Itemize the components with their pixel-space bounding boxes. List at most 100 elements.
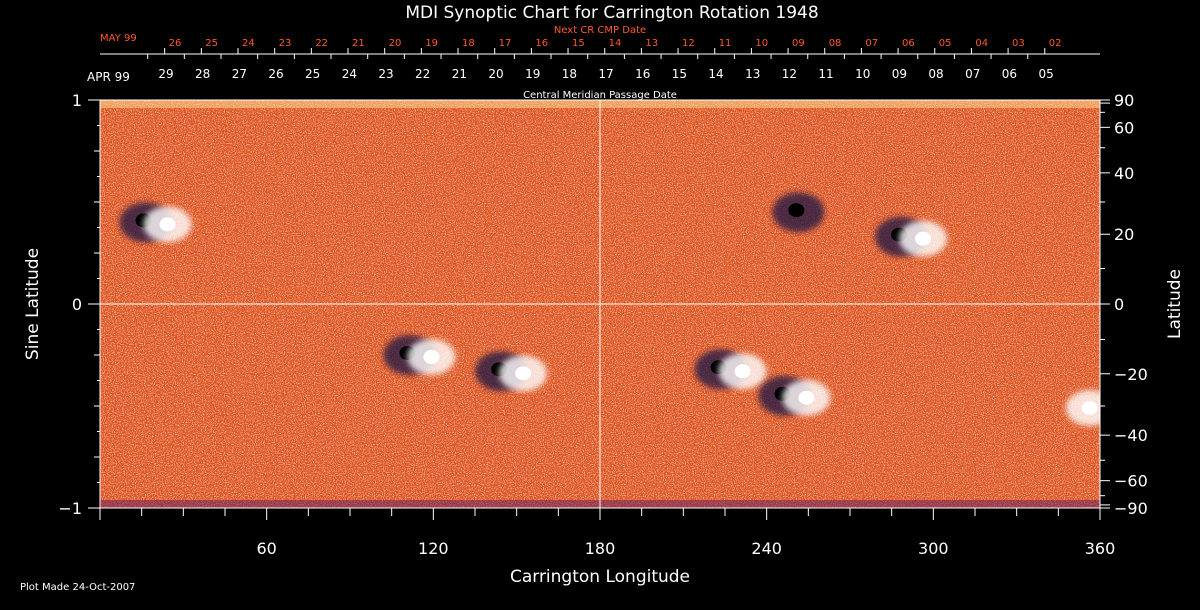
cmp-date: 14	[708, 67, 723, 81]
left-axis: 1 0 −1	[58, 91, 100, 518]
next-date: 18	[462, 38, 475, 49]
next-date: 23	[279, 38, 292, 49]
cmp-date: 09	[892, 67, 907, 81]
right-tick-label: −40	[1114, 426, 1148, 445]
x-axis: 60 120 180 240 300 360	[99, 508, 1116, 558]
right-axis: 90 60 40 20 0 −20 −40 −60 −90	[1100, 91, 1148, 518]
left-tick-label: 0	[72, 295, 82, 314]
next-date: 15	[572, 38, 585, 49]
positive-core	[423, 350, 440, 364]
x-axis-label: Carrington Longitude	[510, 567, 690, 587]
cmp-date: 06	[1002, 67, 1017, 81]
x-tick-label: 360	[1085, 539, 1116, 558]
cmp-date: 17	[598, 67, 613, 81]
top-month: APR 99	[87, 70, 130, 84]
next-date: 16	[535, 38, 548, 49]
x-tick-label: 300	[918, 539, 949, 558]
right-tick-label: 20	[1114, 225, 1134, 244]
next-date: 12	[682, 38, 695, 49]
cmp-date: 21	[452, 67, 467, 81]
next-date: 22	[315, 38, 328, 49]
next-date: 24	[242, 38, 255, 49]
positive-core	[159, 217, 176, 232]
cmp-date: 10	[855, 67, 870, 81]
active-region	[475, 351, 548, 392]
next-date: 26	[169, 38, 182, 49]
next-date: 19	[425, 38, 438, 49]
right-tick-label: 0	[1114, 295, 1124, 314]
x-tick-label: 60	[256, 539, 276, 558]
cmp-date: 28	[195, 67, 210, 81]
next-cr-label: Next CR CMP Date	[554, 25, 646, 36]
cmp-date: 07	[965, 67, 980, 81]
cmp-date: 11	[818, 67, 833, 81]
cmp-date: 22	[415, 67, 430, 81]
active-region	[772, 192, 825, 233]
cmp-date: 08	[928, 67, 943, 81]
active-region	[1065, 390, 1100, 426]
active-regions	[119, 192, 1100, 426]
cmp-date: 24	[342, 67, 357, 81]
cmp-date: 19	[525, 67, 540, 81]
active-region	[383, 335, 456, 375]
left-tick-label: −1	[58, 499, 82, 518]
next-date: 08	[829, 38, 842, 49]
next-date: 10	[755, 38, 768, 49]
next-date: 11	[719, 38, 732, 49]
cmp-axis-label: Central Meridian Passage Date	[523, 90, 677, 101]
active-region	[119, 202, 192, 243]
cmp-date: 23	[378, 67, 393, 81]
next-date: 06	[902, 38, 915, 49]
next-month: MAY 99	[100, 33, 137, 44]
next-date: 09	[792, 38, 805, 49]
cmp-date: 15	[672, 67, 687, 81]
x-tick-label: 240	[751, 539, 782, 558]
right-tick-label: 90	[1114, 91, 1134, 110]
right-tick-label: 40	[1114, 164, 1134, 183]
next-date: 25	[205, 38, 218, 49]
positive-core	[798, 390, 815, 405]
right-tick-label: −60	[1114, 472, 1148, 491]
next-date: 02	[1049, 38, 1062, 49]
cmp-date: 05	[1038, 67, 1053, 81]
x-tick-label: 180	[585, 539, 616, 558]
cmp-date-ticks: 29 28 27 26 25 24 23 22 21 20 19 18 17 16 15 14 13 12 11 10…	[147, 54, 1054, 81]
next-date: 04	[975, 38, 988, 49]
chart-title: MDI Synoptic Chart for Carrington Rotati…	[405, 3, 818, 23]
next-date-ticks: 26 25 24 23 22 21 20 19 18 17 16 15 14 13 12 11 10 09 08 07…	[164, 38, 1062, 54]
active-region	[694, 349, 767, 390]
cmp-date: 13	[745, 67, 760, 81]
positive-core	[915, 231, 932, 246]
right-tick-label: −20	[1114, 365, 1148, 384]
right-tick-label: −90	[1114, 499, 1148, 518]
x-tick-label: 120	[418, 539, 449, 558]
next-date: 03	[1012, 38, 1025, 49]
active-region	[875, 216, 948, 257]
next-date: 05	[939, 38, 952, 49]
cmp-date: 18	[562, 67, 577, 81]
right-axis-label: Latitude	[1165, 269, 1185, 339]
cmp-date: 29	[158, 67, 173, 81]
next-date: 20	[389, 38, 402, 49]
negative-core	[788, 203, 805, 218]
positive-core	[515, 366, 532, 381]
right-tick-label: 60	[1114, 118, 1134, 137]
left-tick-label: 1	[72, 91, 82, 110]
next-date: 13	[645, 38, 658, 49]
next-date: 17	[499, 38, 512, 49]
next-date: 07	[865, 38, 878, 49]
positive-core	[1081, 401, 1098, 415]
left-axis-label: Sine Latitude	[23, 248, 43, 360]
cmp-date: 25	[305, 67, 320, 81]
next-date: 14	[609, 38, 622, 49]
footnote: Plot Made 24-Oct-2007	[20, 582, 135, 593]
active-region	[758, 375, 831, 416]
next-date: 21	[352, 38, 365, 49]
cmp-date: 16	[635, 67, 650, 81]
cmp-date: 27	[232, 67, 247, 81]
cmp-date: 12	[782, 67, 797, 81]
cmp-date: 26	[268, 67, 283, 81]
cmp-date: 20	[488, 67, 503, 81]
positive-core	[734, 364, 751, 379]
